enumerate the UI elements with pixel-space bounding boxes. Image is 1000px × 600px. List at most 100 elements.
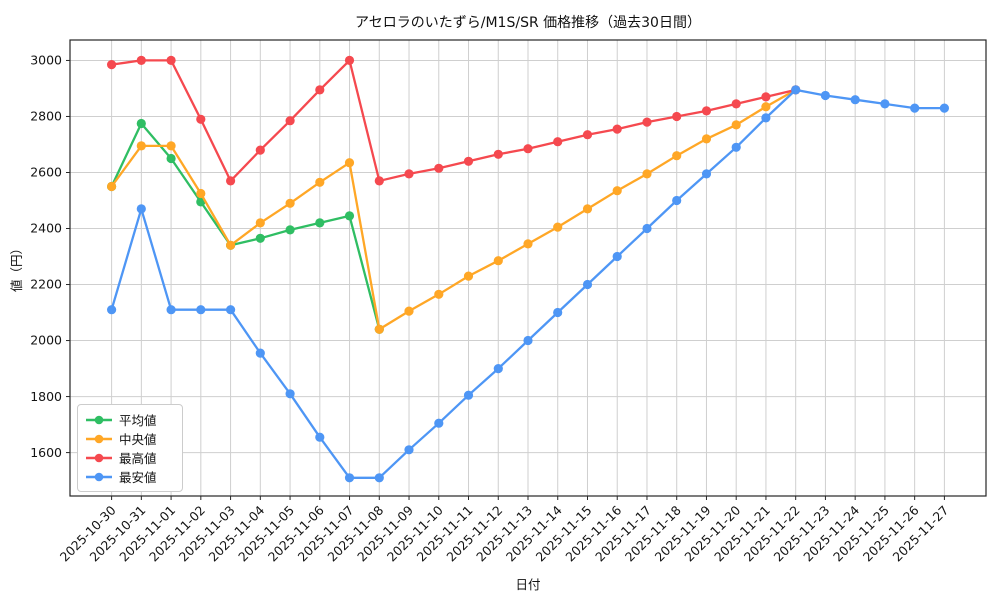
data-point-min xyxy=(761,113,771,123)
plot-border xyxy=(69,39,987,497)
legend-item-min: 最安値 xyxy=(86,468,174,485)
data-point-min xyxy=(850,95,860,105)
legend-item-median: 中央値 xyxy=(86,430,174,447)
y-tick-label: 2400 xyxy=(30,221,62,236)
data-point-min xyxy=(166,305,176,315)
data-point-min xyxy=(226,305,236,315)
data-point-min xyxy=(791,85,801,95)
legend-label-max: 最高値 xyxy=(119,451,157,466)
series-line-average xyxy=(110,122,381,331)
data-point-average xyxy=(136,118,146,129)
data-point-min xyxy=(731,142,741,152)
data-point-median xyxy=(374,324,384,334)
legend-swatch-max xyxy=(86,453,112,462)
data-point-min xyxy=(196,305,206,315)
data-point-median xyxy=(226,240,236,250)
data-point-median xyxy=(344,158,355,168)
data-point-max xyxy=(226,176,236,186)
series-min xyxy=(107,85,950,483)
legend-label-average: 平均値 xyxy=(119,413,157,428)
data-point-median xyxy=(434,289,444,299)
x-axis-label: 日付 xyxy=(515,577,541,592)
series-line-median xyxy=(110,88,797,331)
data-point-min xyxy=(463,390,474,400)
data-point-median xyxy=(582,204,593,214)
data-point-min xyxy=(910,103,920,113)
data-point-median xyxy=(523,239,533,249)
y-tick-label: 1800 xyxy=(30,389,62,404)
data-point-max xyxy=(136,55,146,65)
data-point-min xyxy=(434,418,444,428)
data-point-min xyxy=(820,90,831,101)
series-median xyxy=(107,85,801,334)
data-point-max xyxy=(553,137,563,147)
data-point-max xyxy=(582,130,593,140)
data-point-median xyxy=(196,188,206,199)
data-point-median xyxy=(642,169,652,179)
data-point-min xyxy=(255,348,265,358)
data-point-min xyxy=(136,204,146,214)
data-point-max xyxy=(285,116,295,126)
data-point-max xyxy=(344,55,355,65)
data-point-median xyxy=(731,120,741,130)
legend-label-min: 最安値 xyxy=(119,470,157,485)
data-point-max xyxy=(493,149,503,159)
y-tick-label: 2000 xyxy=(30,333,62,348)
data-point-median xyxy=(672,151,682,161)
data-point-max xyxy=(523,144,533,154)
data-point-max xyxy=(463,156,474,166)
data-point-max xyxy=(761,92,771,102)
axis-ticks xyxy=(66,59,945,500)
y-tick-label: 2200 xyxy=(30,277,62,292)
y-tick-label: 2800 xyxy=(30,109,62,124)
data-point-median xyxy=(404,306,414,316)
data-point-min xyxy=(553,307,563,318)
data-point-min xyxy=(582,279,593,290)
data-point-average xyxy=(285,225,295,235)
legend-item-max: 最高値 xyxy=(86,449,174,466)
legend-swatch-min xyxy=(86,472,112,481)
data-point-max xyxy=(434,163,444,173)
data-point-min xyxy=(701,169,712,179)
data-point-median xyxy=(166,141,176,151)
data-point-max xyxy=(642,117,652,127)
data-point-min xyxy=(285,389,295,399)
data-point-median xyxy=(493,256,503,266)
data-point-min xyxy=(315,432,325,442)
data-point-average xyxy=(344,211,355,221)
data-point-min xyxy=(523,335,533,346)
data-point-median xyxy=(315,177,325,187)
data-point-min xyxy=(374,473,384,483)
data-point-median xyxy=(285,198,295,208)
data-point-median xyxy=(136,141,146,151)
data-point-max xyxy=(255,145,265,155)
series-average xyxy=(107,118,384,334)
series-line-max xyxy=(110,59,797,183)
y-tick-label: 3000 xyxy=(30,53,62,68)
data-point-max xyxy=(107,60,117,70)
data-point-max xyxy=(404,169,414,179)
data-point-min xyxy=(344,473,355,483)
y-axis-label: 値（円） xyxy=(9,242,24,293)
data-point-max xyxy=(701,106,712,116)
data-point-max xyxy=(315,85,325,95)
data-point-average xyxy=(166,153,176,164)
legend-item-average: 平均値 xyxy=(86,411,174,428)
data-point-min xyxy=(404,445,414,455)
data-point-min xyxy=(107,305,117,315)
data-point-min xyxy=(493,364,503,374)
data-point-median xyxy=(612,186,622,196)
data-point-median xyxy=(107,181,117,192)
legend-swatch-average xyxy=(86,415,112,424)
data-point-min xyxy=(880,99,890,109)
data-point-max xyxy=(672,111,682,122)
data-point-min xyxy=(939,103,950,113)
chart-title: アセロラのいたずら/M1S/SR 価格推移（過去30日間） xyxy=(355,15,701,31)
legend-swatch-median xyxy=(86,434,112,443)
y-tick-label: 1600 xyxy=(30,445,62,460)
legend: 平均値 中央値 最高値 最安値 xyxy=(77,404,183,492)
series-max xyxy=(107,55,801,186)
y-tick-label: 2600 xyxy=(30,165,62,180)
data-point-average xyxy=(315,218,325,228)
